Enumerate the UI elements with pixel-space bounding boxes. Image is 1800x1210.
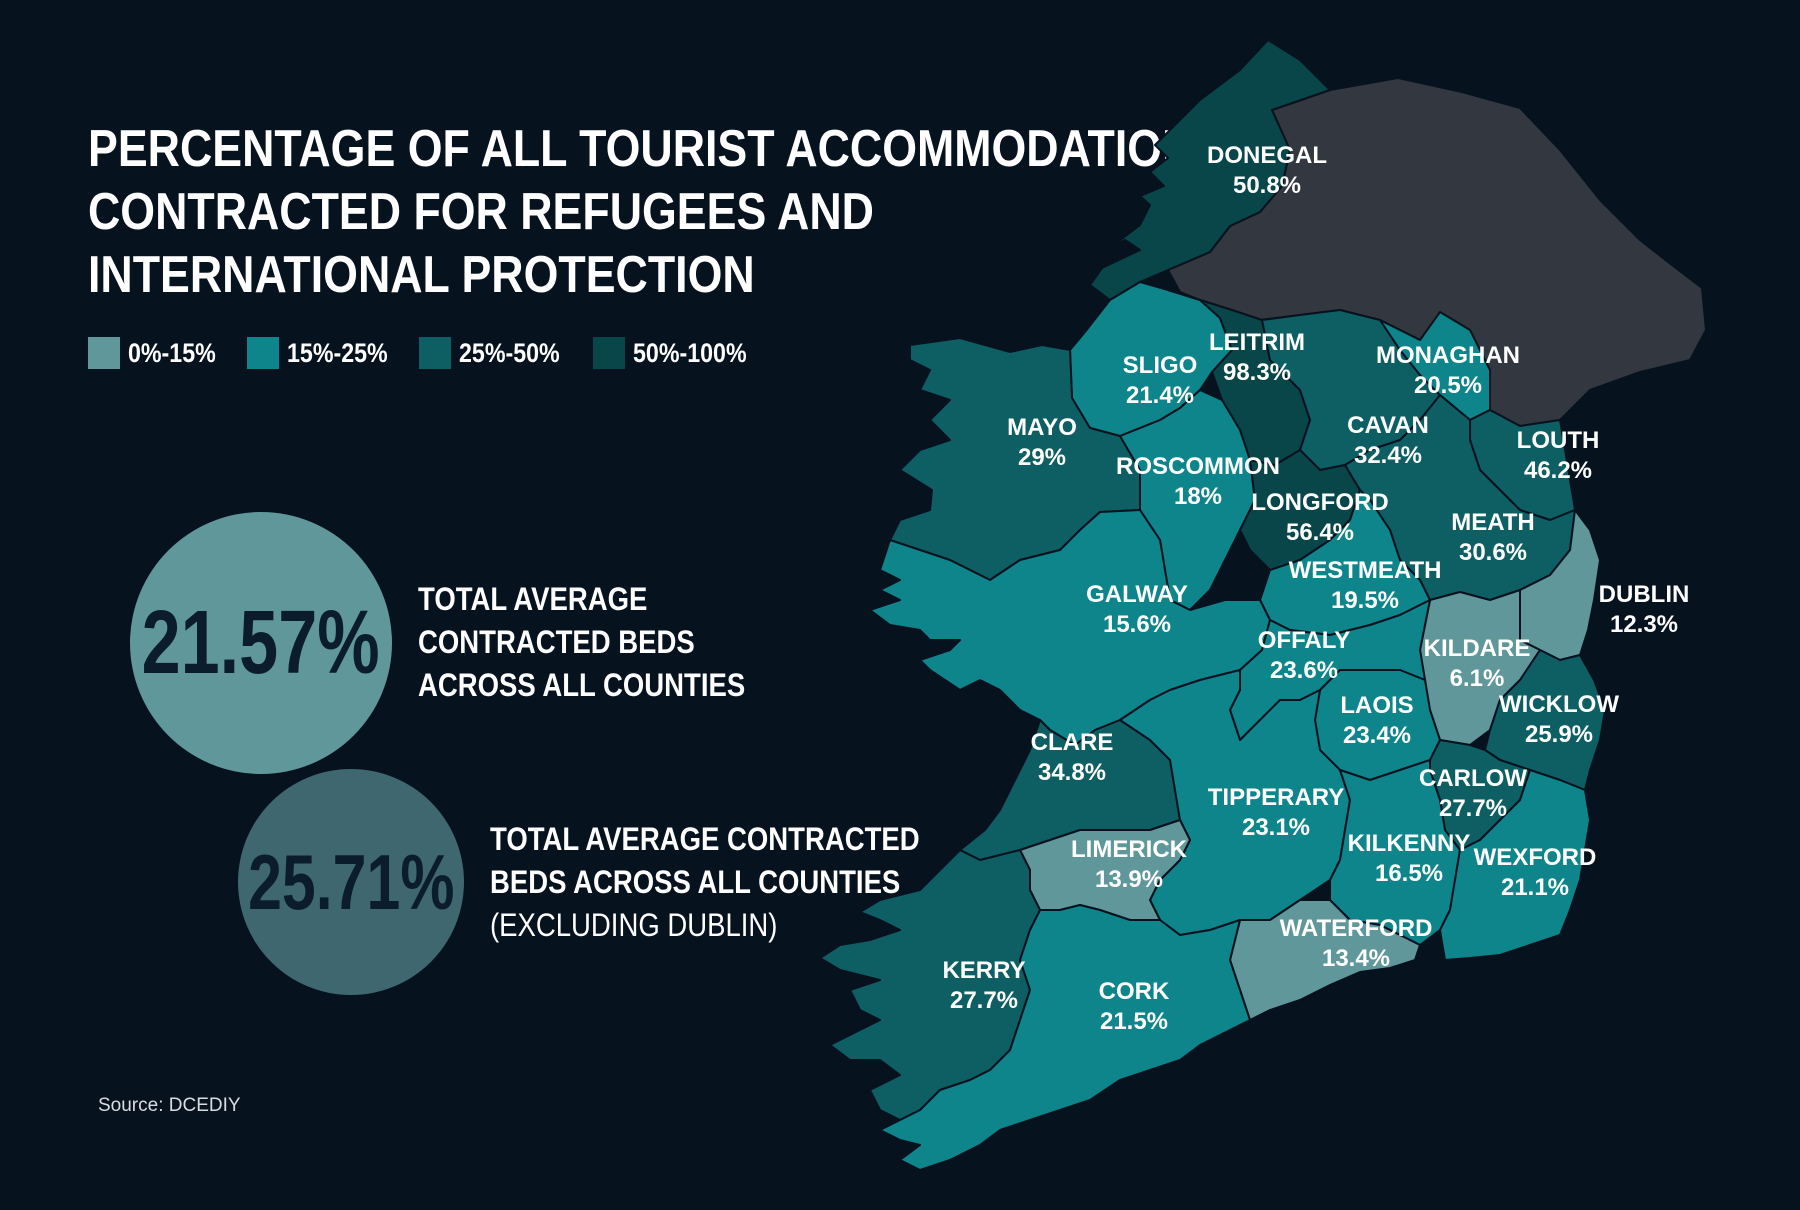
legend-item-25-50: 25%-50% bbox=[419, 336, 576, 370]
label-limerick-name: LIMERICK bbox=[1071, 836, 1188, 863]
label-laois-name: LAOIS bbox=[1340, 692, 1413, 719]
label-galway-name: GALWAY bbox=[1086, 581, 1188, 608]
label-offaly-value: 23.6% bbox=[1270, 657, 1338, 684]
label-kerry-value: 27.7% bbox=[950, 987, 1018, 1014]
stat-label-line: TOTAL AVERAGE CONTRACTED bbox=[490, 821, 920, 857]
label-mayo-name: MAYO bbox=[1007, 414, 1077, 441]
label-dublin-value: 12.3% bbox=[1610, 611, 1678, 638]
legend-label: 25%-50% bbox=[459, 337, 560, 368]
label-cork-value: 21.5% bbox=[1100, 1008, 1168, 1035]
label-carlow-value: 27.7% bbox=[1439, 795, 1507, 822]
label-kilkenny-name: KILKENNY bbox=[1348, 830, 1471, 857]
legend-label: 15%-25% bbox=[287, 337, 388, 368]
county-labels: DONEGAL 50.8% LEITRIM 98.3% SLIGO 21.4% … bbox=[942, 142, 1689, 1035]
legend-item-50-100: 50%-100% bbox=[593, 336, 765, 370]
label-dublin-name: DUBLIN bbox=[1599, 581, 1690, 608]
label-kildare-value: 6.1% bbox=[1450, 665, 1505, 692]
label-donegal-name: DONEGAL bbox=[1207, 142, 1327, 169]
label-westmeath-value: 19.5% bbox=[1331, 587, 1399, 614]
label-clare-value: 34.8% bbox=[1038, 759, 1106, 786]
stat-label-ex-dublin: TOTAL AVERAGE CONTRACTED BEDS ACROSS ALL… bbox=[490, 818, 920, 947]
label-wexford-name: WEXFORD bbox=[1474, 844, 1597, 871]
legend-swatch bbox=[419, 337, 451, 369]
label-longford-value: 56.4% bbox=[1286, 519, 1354, 546]
stat-value-ex-dublin: 25.71% bbox=[247, 837, 455, 926]
stat-label-line: BEDS ACROSS ALL COUNTIES bbox=[490, 864, 901, 900]
title-line-3: INTERNATIONAL PROTECTION bbox=[88, 246, 755, 304]
label-monaghan-value: 20.5% bbox=[1414, 372, 1482, 399]
label-sligo-value: 21.4% bbox=[1126, 382, 1194, 409]
label-meath-name: MEATH bbox=[1451, 509, 1535, 536]
label-roscommon-name: ROSCOMMON bbox=[1116, 453, 1280, 480]
label-wicklow-name: WICKLOW bbox=[1499, 691, 1619, 718]
label-leitrim-value: 98.3% bbox=[1223, 359, 1291, 386]
label-kerry-name: KERRY bbox=[942, 957, 1025, 984]
label-cavan-name: CAVAN bbox=[1347, 412, 1429, 439]
label-waterford-value: 13.4% bbox=[1322, 945, 1390, 972]
legend-item-0-15: 0%-15% bbox=[88, 336, 230, 370]
title-line-2: CONTRACTED FOR REFUGEES AND bbox=[88, 183, 874, 241]
label-clare-name: CLARE bbox=[1031, 729, 1114, 756]
county-cork bbox=[879, 904, 1251, 1171]
legend-label: 0%-15% bbox=[128, 337, 216, 368]
legend-swatch bbox=[247, 337, 279, 369]
label-louth-value: 46.2% bbox=[1524, 457, 1592, 484]
stat-label-line: (EXCLUDING DUBLIN) bbox=[490, 907, 778, 943]
label-louth-name: LOUTH bbox=[1517, 427, 1600, 454]
label-longford-name: LONGFORD bbox=[1251, 489, 1388, 516]
label-leitrim-name: LEITRIM bbox=[1209, 329, 1305, 356]
stat-label-all: TOTAL AVERAGE CONTRACTED BEDS ACROSS ALL… bbox=[418, 578, 745, 707]
label-galway-value: 15.6% bbox=[1103, 611, 1171, 638]
stat-label-line: CONTRACTED BEDS bbox=[418, 624, 695, 660]
label-limerick-value: 13.9% bbox=[1095, 866, 1163, 893]
label-carlow-name: CARLOW bbox=[1419, 765, 1527, 792]
county-wexford bbox=[1439, 769, 1591, 961]
label-cork-name: CORK bbox=[1099, 978, 1170, 1005]
stat-label-line: ACROSS ALL COUNTIES bbox=[418, 667, 746, 703]
legend-swatch bbox=[88, 337, 120, 369]
label-wicklow-value: 25.9% bbox=[1525, 721, 1593, 748]
stat-label-line: TOTAL AVERAGE bbox=[418, 581, 648, 617]
label-kildare-name: KILDARE bbox=[1424, 635, 1531, 662]
label-offaly-name: OFFALY bbox=[1258, 627, 1350, 654]
label-tipperary-name: TIPPERARY bbox=[1208, 784, 1344, 811]
legend-swatch bbox=[593, 337, 625, 369]
stat-circle-ex-dublin: 25.71% bbox=[238, 769, 464, 995]
label-laois-value: 23.4% bbox=[1343, 722, 1411, 749]
label-sligo-name: SLIGO bbox=[1123, 352, 1198, 379]
label-westmeath-name: WESTMEATH bbox=[1289, 557, 1442, 584]
label-meath-value: 30.6% bbox=[1459, 539, 1527, 566]
county-wicklow bbox=[1484, 649, 1606, 791]
label-roscommon-value: 18% bbox=[1174, 483, 1222, 510]
label-mayo-value: 29% bbox=[1018, 444, 1066, 471]
label-wexford-value: 21.1% bbox=[1501, 874, 1569, 901]
stat-value-all: 21.57% bbox=[141, 592, 381, 693]
source-note: Source: DCEDIY bbox=[98, 1095, 241, 1116]
stat-circle-all: 21.57% bbox=[130, 512, 392, 774]
legend-label: 50%-100% bbox=[633, 337, 747, 368]
label-monaghan-name: MONAGHAN bbox=[1376, 342, 1520, 369]
label-kilkenny-value: 16.5% bbox=[1375, 860, 1443, 887]
label-tipperary-value: 23.1% bbox=[1242, 814, 1310, 841]
legend-item-15-25: 15%-25% bbox=[247, 336, 404, 370]
label-waterford-name: WATERFORD bbox=[1280, 915, 1433, 942]
label-donegal-value: 50.8% bbox=[1233, 172, 1301, 199]
label-cavan-value: 32.4% bbox=[1354, 442, 1422, 469]
